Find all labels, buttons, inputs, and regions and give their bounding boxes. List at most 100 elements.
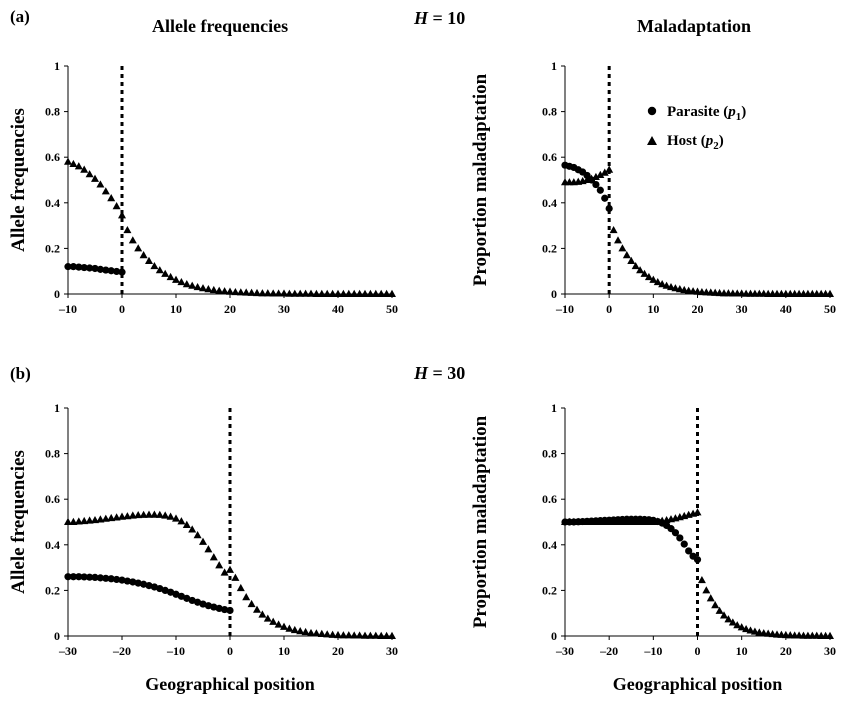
data-point-host — [631, 261, 640, 270]
data-point-host — [733, 621, 742, 629]
data-point-host — [728, 618, 737, 626]
data-point-host — [280, 622, 288, 630]
data-point-host — [618, 244, 627, 252]
data-point-parasite — [204, 602, 212, 610]
data-point-host — [209, 285, 218, 294]
data-point-host — [166, 272, 175, 281]
legend-host-label: Host (p2) — [667, 133, 724, 152]
data-point-host — [323, 630, 332, 638]
data-point-host — [826, 289, 834, 297]
data-point-host — [101, 514, 110, 522]
data-point-host — [636, 266, 645, 274]
data-point-parasite — [596, 186, 604, 194]
data-point-parasite — [123, 577, 131, 585]
series-host — [561, 508, 834, 639]
data-point-host — [204, 285, 213, 293]
data-point-host — [150, 261, 159, 270]
data-point-host — [182, 520, 191, 528]
data-point-host — [236, 583, 245, 592]
data-point-parasite — [113, 575, 121, 584]
h-label-a-rest: = 10 — [428, 8, 465, 28]
data-point-host — [269, 289, 278, 297]
y-tick-label: 0.4 — [542, 538, 557, 552]
y-tick-label: 1 — [54, 59, 60, 73]
y-tick-label: 0.8 — [542, 105, 557, 119]
y-tick-label: 0 — [54, 287, 60, 301]
y-tick-label: 0.2 — [45, 583, 60, 597]
data-point-host — [746, 626, 755, 634]
data-point-parasite — [685, 547, 693, 555]
data-point-host — [123, 225, 132, 234]
data-point-host — [199, 284, 207, 292]
data-point-parasite — [91, 573, 99, 582]
data-point-host — [220, 568, 229, 576]
legend-parasite-text: Parasite ( — [667, 104, 728, 120]
data-point-host — [150, 510, 159, 518]
x-tick-label: 0 — [695, 644, 701, 658]
panel-letter-b: (b) — [10, 364, 31, 383]
data-point-host — [344, 289, 353, 297]
data-point-host — [128, 511, 137, 519]
data-point-parasite — [69, 263, 77, 271]
data-point-parasite — [80, 573, 88, 581]
data-point-parasite — [601, 194, 609, 202]
data-point-host — [96, 515, 105, 523]
data-point-host — [242, 593, 251, 601]
data-point-parasite — [177, 592, 185, 600]
data-point-parasite — [199, 600, 207, 608]
y-tick-label: 1 — [551, 401, 557, 415]
data-point-parasite — [75, 573, 83, 581]
data-point-host — [366, 631, 375, 639]
series-host — [64, 157, 396, 297]
data-point-host — [263, 289, 272, 297]
data-point-host — [649, 275, 658, 283]
data-point-host — [720, 611, 728, 619]
data-point-parasite — [680, 540, 688, 548]
data-point-host — [112, 513, 121, 521]
y-tick-label: 0.4 — [542, 196, 557, 210]
data-point-host — [215, 561, 224, 569]
legend-host-marker — [647, 136, 657, 145]
x-tick-label: 50 — [386, 302, 398, 316]
legend-parasite-sub: 1 — [736, 111, 742, 123]
data-point-parasite — [172, 590, 180, 598]
data-point-parasite — [69, 573, 77, 581]
x-tick-label: –30 — [555, 644, 574, 658]
data-point-host — [128, 236, 137, 244]
data-point-parasite — [156, 584, 164, 593]
data-point-parasite — [96, 574, 104, 582]
data-point-host — [285, 289, 294, 297]
x-tick-label: 30 — [278, 302, 290, 316]
data-point-host — [269, 617, 278, 625]
data-point-parasite — [221, 605, 229, 614]
y-tick-label: 0.8 — [45, 447, 60, 461]
y-tick-label: 0.4 — [45, 196, 60, 210]
series-host — [64, 510, 396, 639]
data-point-host — [101, 187, 110, 195]
data-point-host — [172, 275, 180, 283]
data-point-parasite — [161, 586, 169, 595]
y-tick-label: 0.6 — [542, 150, 557, 164]
data-point-parasite — [107, 575, 115, 583]
data-point-host — [355, 631, 364, 639]
x-tick-label: –20 — [599, 644, 618, 658]
data-point-host — [118, 512, 126, 520]
y-axis-label: Allele frequencies — [8, 108, 29, 252]
data-point-parasite — [96, 265, 104, 273]
data-point-host — [188, 525, 197, 533]
x-tick-label: 0 — [119, 302, 125, 316]
data-point-host — [609, 225, 618, 234]
data-point-host — [742, 624, 751, 633]
x-tick-label: 10 — [278, 644, 290, 658]
data-point-host — [350, 289, 359, 297]
data-point-host — [123, 512, 132, 520]
x-tick-label: 10 — [736, 644, 748, 658]
data-point-host — [155, 510, 164, 518]
data-point-parasite — [75, 263, 83, 271]
data-point-host — [328, 630, 337, 638]
y-tick-label: 0.2 — [542, 583, 557, 597]
data-point-host — [662, 281, 671, 289]
data-point-host — [334, 630, 342, 639]
